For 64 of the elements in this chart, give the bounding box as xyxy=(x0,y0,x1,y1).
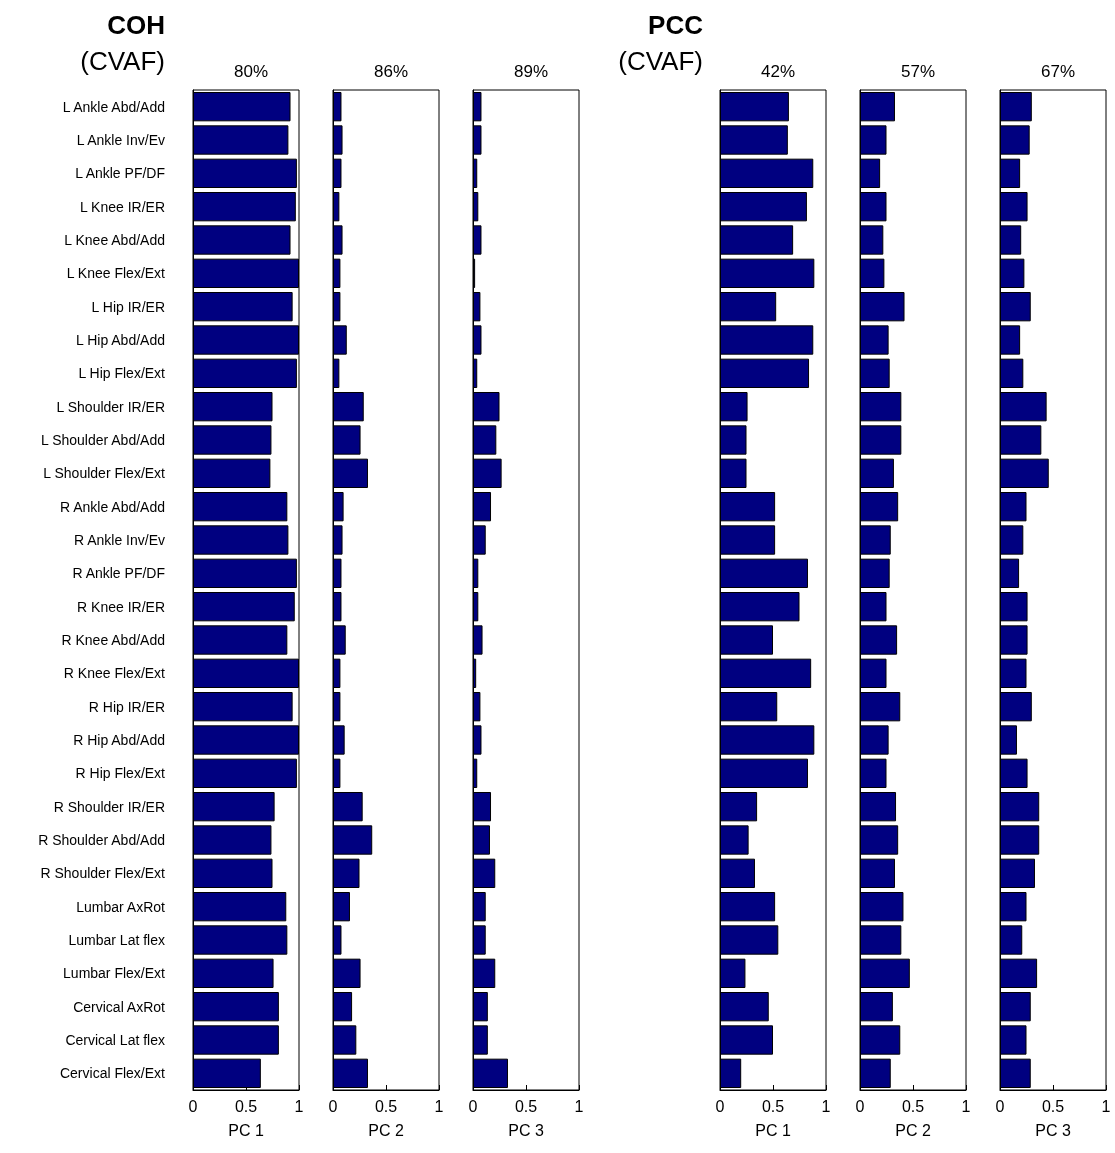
x-tick-label: 1 xyxy=(434,1097,444,1115)
y-tick-label: Lumbar AxRot xyxy=(76,898,166,915)
y-tick-label: R Knee Flex/Ext xyxy=(63,665,166,682)
x-tick-label: 1 xyxy=(1101,1097,1111,1115)
y-tick-label: R Ankle PF/DF xyxy=(72,565,165,582)
y-tick-label: Cervical AxRot xyxy=(73,998,166,1015)
x-axis-title: PC 2 xyxy=(895,1121,931,1139)
x-tick-label: 1 xyxy=(821,1097,831,1115)
y-tick-label: L Shoulder Flex/Ext xyxy=(43,465,166,482)
y-tick-label: R Shoulder Flex/Ext xyxy=(40,865,166,882)
x-axis-title: PC 2 xyxy=(368,1121,404,1139)
y-tick-label: R Knee Abd/Add xyxy=(61,632,165,648)
x-tick-label: 0.5 xyxy=(374,1097,398,1115)
y-tick-label: L Ankle Inv/Ev xyxy=(76,132,165,148)
y-tick-label: Cervical Lat flex xyxy=(65,1032,165,1048)
y-tick-label: L Knee IR/ER xyxy=(79,198,165,215)
x-axis-title: PC 1 xyxy=(755,1121,791,1139)
y-tick-label: L Knee Flex/Ext xyxy=(66,265,166,282)
chart-title: 67% xyxy=(1040,62,1076,81)
y-tick-label: R Hip IR/ER xyxy=(88,698,165,715)
x-tick-label: 0 xyxy=(188,1097,198,1115)
y-tick-label: Lumbar Flex/Ext xyxy=(63,965,166,982)
text: (CVAF) xyxy=(80,46,165,76)
x-tick-label: 0.5 xyxy=(761,1097,785,1115)
x-tick-label: 0 xyxy=(715,1097,725,1115)
chart-title: 42% xyxy=(760,62,796,81)
chart-title: 86% xyxy=(373,62,409,81)
x-tick-label: 0.5 xyxy=(901,1097,925,1115)
x-tick-label: 0.5 xyxy=(1041,1097,1065,1115)
text: (CVAF) xyxy=(618,46,703,76)
chart-title: 80% xyxy=(233,62,269,81)
text: PCC xyxy=(648,10,704,40)
y-tick-label: R Ankle Abd/Add xyxy=(59,498,165,515)
chart-title: 89% xyxy=(513,62,549,81)
chart-title: 57% xyxy=(900,62,936,81)
x-tick-label: 0 xyxy=(855,1097,865,1115)
y-tick-label: R Ankle Inv/Ev xyxy=(73,532,165,548)
y-tick-label: R Knee IR/ER xyxy=(77,598,165,615)
y-tick-label: Lumbar Lat flex xyxy=(68,932,165,948)
y-tick-label: L Knee Abd/Add xyxy=(64,232,165,248)
y-tick-label: L Hip Flex/Ext xyxy=(78,365,166,382)
y-tick-label: L Shoulder IR/ER xyxy=(56,398,165,415)
y-tick-label: L Ankle Abd/Add xyxy=(62,98,165,115)
x-tick-label: 0.5 xyxy=(514,1097,538,1115)
y-tick-label: L Shoulder Abd/Add xyxy=(40,432,165,448)
y-tick-label: L Ankle PF/DF xyxy=(75,165,165,182)
y-tick-label: L Hip Abd/Add xyxy=(76,332,165,348)
x-tick-label: 0 xyxy=(995,1097,1005,1115)
y-tick-label: R Shoulder Abd/Add xyxy=(38,832,165,848)
x-axis-title: PC 1 xyxy=(228,1121,264,1139)
y-tick-label: R Shoulder IR/ER xyxy=(53,798,165,815)
x-axis-title: PC 3 xyxy=(1035,1121,1071,1139)
x-tick-label: 1 xyxy=(574,1097,584,1115)
y-tick-label: L Hip IR/ER xyxy=(91,298,165,315)
y-tick-label: R Hip Flex/Ext xyxy=(75,765,166,782)
text: COH xyxy=(107,10,165,40)
x-tick-label: 0 xyxy=(328,1097,338,1115)
x-tick-label: 1 xyxy=(961,1097,971,1115)
x-tick-label: 0.5 xyxy=(234,1097,258,1115)
x-tick-label: 1 xyxy=(294,1097,304,1115)
y-tick-label: R Hip Abd/Add xyxy=(73,732,165,748)
y-tick-label: Cervical Flex/Ext xyxy=(59,1065,166,1082)
x-tick-label: 0 xyxy=(468,1097,478,1115)
x-axis-title: PC 3 xyxy=(508,1121,544,1139)
